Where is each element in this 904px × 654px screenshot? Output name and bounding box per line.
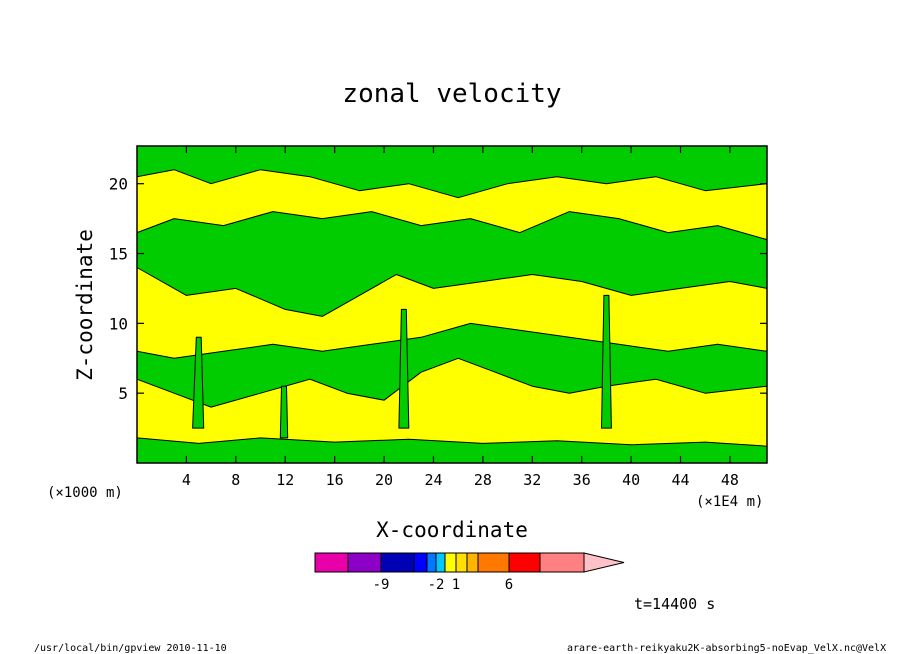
x-tick-label: 12: [276, 471, 294, 489]
x-tick-label: 36: [573, 471, 591, 489]
plot-background: [137, 146, 767, 463]
colorbar-arrow: [583, 552, 625, 573]
x-tick-label: 16: [326, 471, 344, 489]
colorbar-labels: -9 -2 1 6: [373, 577, 514, 593]
time-label: t=14400 s: [634, 595, 715, 613]
colorbar-box: [444, 552, 457, 573]
x-axis-label: X-coordinate: [376, 518, 528, 542]
colorbar-box: [314, 552, 349, 573]
colorbar-box: [347, 552, 382, 573]
colorbar-box: [380, 552, 415, 573]
x-unit-left: (×1000 m): [47, 485, 123, 501]
y-ticks: 5 10 15 20: [109, 175, 767, 403]
footer-right: arare-earth-reikyaku2K-absorbing5-noEvap…: [567, 643, 886, 654]
colorbar: [314, 552, 625, 573]
colorbar-box: [435, 552, 446, 573]
colorbar-box: [466, 552, 479, 573]
x-tick-label: 44: [671, 471, 689, 489]
colorbar-box: [426, 552, 437, 573]
colorbar-box: [477, 552, 510, 573]
region-negative-4: [192, 336, 205, 429]
region-negative-5: [398, 308, 410, 429]
colorbar-box: [413, 552, 428, 573]
y-axis-label: Z-coordinate: [73, 229, 97, 381]
x-tick-label: 4: [182, 471, 191, 489]
y-tick-label: 5: [118, 384, 128, 403]
x-tick-label: 20: [375, 471, 393, 489]
x-tick-label: 28: [474, 471, 492, 489]
colorbar-label: 6: [505, 577, 513, 593]
plot-frame: [136, 145, 768, 464]
x-tick-label: 24: [424, 471, 442, 489]
x-tick-label: 32: [523, 471, 541, 489]
x-tick-label: 8: [231, 471, 240, 489]
colorbar-label: -2: [428, 577, 445, 593]
y-tick-label: 15: [109, 245, 128, 264]
colorbar-box: [455, 552, 468, 573]
colorbar-label: -9: [373, 577, 390, 593]
chart-title: zonal velocity: [342, 79, 561, 109]
x-unit-right: (×1E4 m): [696, 494, 763, 510]
colorbar-box: [539, 552, 585, 573]
footer-left: /usr/local/bin/gpview 2010-11-10: [34, 643, 227, 654]
x-tick-label: 48: [721, 471, 739, 489]
colorbar-label: 1: [452, 577, 460, 593]
y-tick-label: 20: [109, 175, 128, 194]
colorbar-box: [508, 552, 541, 573]
region-negative-7: [279, 385, 289, 439]
y-tick-label: 10: [109, 314, 128, 333]
velocity-regions: [136, 145, 768, 464]
x-ticks: 4 8 12 16 20 24 28 32 36 40 44 48: [182, 146, 739, 489]
x-tick-label: 40: [622, 471, 640, 489]
region-negative-6: [601, 294, 612, 429]
